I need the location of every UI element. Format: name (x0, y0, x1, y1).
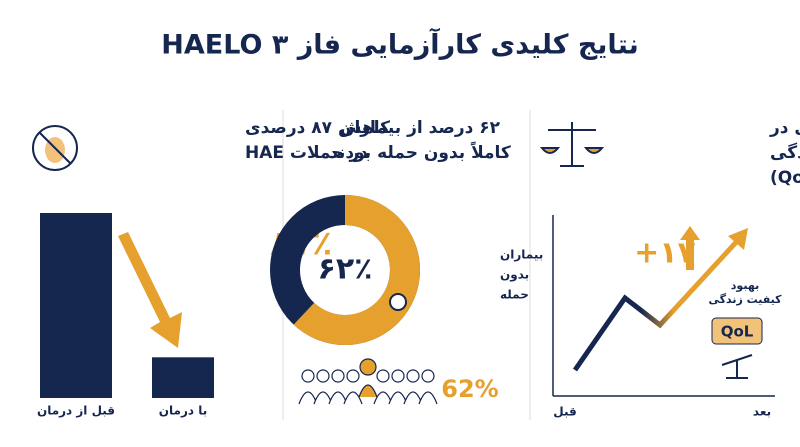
reduction-arrow (118, 232, 182, 348)
x-label: قبل (553, 405, 576, 419)
footer-label: 62% (441, 375, 498, 403)
person-head (346, 369, 360, 383)
panel-heading: کاملاً بدون حمله بودند (329, 141, 511, 163)
person-head (359, 358, 377, 376)
panel-heading: بهبود ۱۷ امتیازی در (769, 118, 800, 138)
donut-label: ۶۲٪ (318, 252, 373, 287)
bar (40, 213, 112, 398)
check-icon (389, 293, 407, 311)
up-arrow (680, 226, 700, 270)
qol-scale (721, 354, 753, 379)
title: نتایج کلیدی کارآزمایی فاز ۳ HAELO (161, 28, 638, 61)
person-head (406, 369, 420, 383)
person-body (358, 384, 378, 398)
trend-arrowhead (728, 228, 748, 250)
qol-badge (711, 317, 763, 345)
person-body (343, 391, 363, 405)
trend-line (572, 236, 742, 372)
bar-label: با درمان (159, 404, 207, 418)
person-head (391, 369, 405, 383)
person-head (301, 369, 315, 383)
x-label: بعد (753, 405, 771, 419)
person-body (418, 391, 438, 405)
scale-icon (539, 122, 605, 167)
gain-label: ۱۷+ (634, 236, 696, 271)
person-head (316, 369, 330, 383)
panel-heading: (QoL) (770, 168, 800, 188)
no-swelling-icon (32, 125, 78, 171)
person-head (331, 369, 345, 383)
qol-caption: بهبود (731, 279, 759, 292)
panel-heading: ۶۲ درصد از بیماران (340, 118, 501, 138)
bar (152, 357, 214, 398)
donut-segment (293, 195, 420, 345)
person-head (421, 369, 435, 383)
panel-heading: در نمره کیفیت زندگی (770, 142, 800, 163)
donut-legend: حمله (500, 288, 529, 302)
qol-caption: کیفیت زندگی (708, 293, 782, 306)
person-head (376, 369, 390, 383)
trend-axes (552, 215, 775, 397)
qol-badge-text: QoL (721, 323, 754, 341)
donut-legend: بیماران (500, 248, 543, 262)
donut-legend: بدون (500, 268, 529, 283)
panel-heading: کاهش ۸۷ درصدی (245, 118, 390, 138)
bar-label: قبل از درمان (37, 404, 115, 418)
panel-heading: در حملات HAE (245, 143, 368, 163)
